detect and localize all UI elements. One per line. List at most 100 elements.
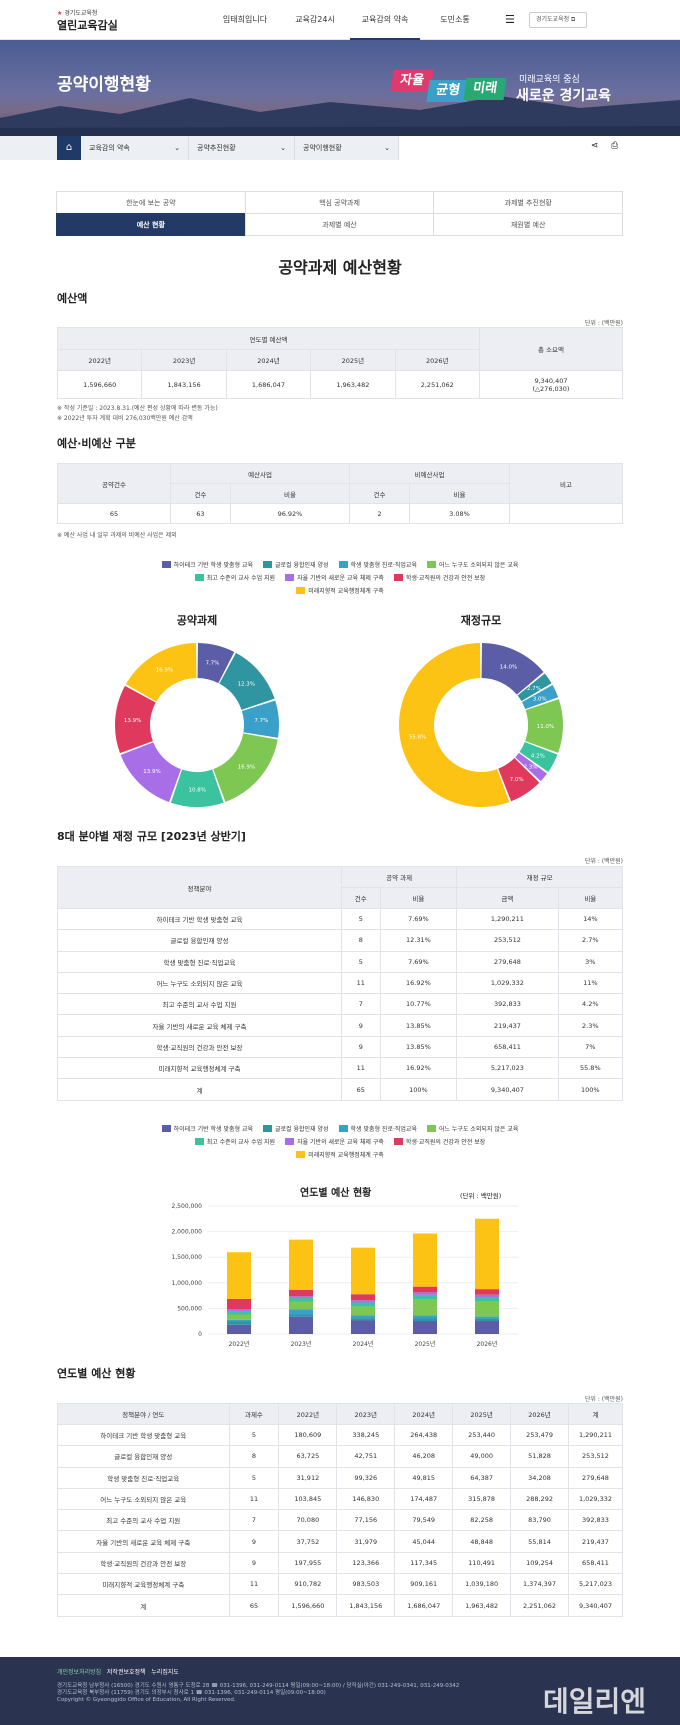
nav-item-24h[interactable]: 교육감24시: [295, 15, 335, 24]
nav-item-promise[interactable]: 교육감의 약속: [350, 0, 420, 40]
table-row: 계 65 1,596,660 1,843,156 1,686,047 1,963,482 2…: [57, 1594, 623, 1617]
split-note: ※ 예산 사업 내 일부 과제의 비예산 사업은 제외: [57, 532, 177, 539]
tab-task-budget[interactable]: 과제별 예산: [244, 213, 435, 236]
privacy-link[interactable]: 개인정보처리방침: [57, 1669, 102, 1676]
region-label: 경기도교육청: [536, 16, 570, 23]
budget-note-1: ※ 작성 기준일 : 2023.8.31.(예산 편성 상황에 따라 변동 가능…: [57, 405, 218, 412]
breadcrumb-item-2[interactable]: 공약추진현황 ⌄: [189, 136, 295, 160]
legend-item: 최고 수준의 교사 수업 지원: [194, 573, 275, 582]
bar-segment: [289, 1289, 313, 1297]
site-logo[interactable]: ★ 경기도교육청 열린교육감실: [57, 10, 118, 32]
bar-segment: [351, 1320, 375, 1334]
sitemap-link[interactable]: 누리집지도: [151, 1669, 179, 1676]
table-row: 어느 누구도 소외되지 않은 교육 11 16.92% 1,029,332 11%: [57, 971, 624, 995]
table-header: 2024년: [394, 1403, 454, 1425]
chevron-down-icon: ⌄: [384, 144, 390, 152]
table-cell: 180,609: [278, 1423, 338, 1447]
legend-item: 학생 맞춤형 진로·직업교육: [338, 560, 417, 569]
donut-slice-label: 16.9%: [238, 764, 255, 770]
donut-slice: [125, 643, 197, 702]
table-cell: 2,251,062: [394, 370, 481, 399]
table-cell: 7%: [557, 1035, 624, 1059]
tab-source-budget[interactable]: 재원별 예산: [433, 213, 624, 236]
table-cell: 12.31%: [379, 929, 458, 952]
donut-slice-label: 14.0%: [500, 665, 517, 671]
tab-budget-status[interactable]: 예산 현황: [56, 213, 246, 236]
bar-segment: [351, 1294, 375, 1301]
table-cell: 219,437: [456, 1014, 559, 1037]
donut-right-title: 재정규모: [460, 614, 502, 627]
table-cell: 3.08%: [408, 503, 511, 524]
donut-slice: [519, 742, 558, 772]
breadcrumb-item-1[interactable]: 교육감의 약속 ⌄: [81, 136, 189, 160]
table-cell: 103,845: [278, 1487, 338, 1511]
table-cell: 계: [57, 1078, 342, 1101]
donut-slice-label: 10.8%: [188, 787, 205, 793]
table-cell: 49,815: [394, 1466, 454, 1489]
menu-icon[interactable]: ☰: [505, 13, 515, 26]
table-header: 2024년: [225, 349, 312, 371]
table-cell: 4.2%: [557, 993, 624, 1016]
legend-label: 하이테크 기반 학생 맞춤형 교육: [173, 1126, 254, 1133]
donut-slice-label: 7.7%: [254, 718, 268, 724]
table-cell: 11: [228, 1573, 280, 1596]
legend-swatch: [338, 1125, 348, 1132]
bar-segment: [351, 1300, 375, 1303]
tab-overview[interactable]: 한눈에 보는 공약: [56, 191, 246, 214]
table-cell: 46,208: [394, 1445, 454, 1468]
nav-item-communication[interactable]: 도민소통: [440, 15, 470, 24]
legend-label: 학생·교직원의 건강과 안전 보장: [405, 575, 486, 582]
nav-item-intro[interactable]: 임태희입니다: [222, 15, 268, 24]
tab-task-progress[interactable]: 과제별 추진현황: [433, 191, 624, 214]
region-link-button[interactable]: 경기도교육청 ⧉: [529, 12, 587, 28]
table-cell: 55.8%: [557, 1057, 624, 1080]
print-icon[interactable]: ⎙: [611, 141, 619, 151]
donut-left-chart: 7.7% 12.3% 7.7% 16.9% 10.8% 13.9% 13.9% 16.9%: [115, 643, 279, 807]
bar-chart-unit: (단위 : 백만원): [460, 1192, 502, 1200]
table-cell: 109,254: [510, 1551, 569, 1575]
table-row: 학생·교직원의 건강과 안전 보장 9 197,955 123,366 117,345 1…: [57, 1551, 623, 1575]
legend-swatch: [426, 1125, 436, 1132]
table-cell: 1,963,482: [452, 1594, 512, 1617]
table-cell: 미래지향적 교육행정체계 구축: [57, 1573, 230, 1596]
bar-segment: [289, 1309, 313, 1315]
table-cell: 9,340,407: [568, 1594, 623, 1617]
table-cell: 계: [57, 1594, 230, 1617]
bar-chart-title: 연도별 예산 현황: [300, 1188, 372, 1199]
banner-slogan-top: 미래교육의 중심: [519, 75, 580, 85]
share-icon[interactable]: ⋖: [591, 141, 599, 151]
table-header: 공약건수: [57, 463, 171, 504]
donut-slice-label: 55.8%: [409, 735, 426, 741]
table-cell: 279,648: [456, 950, 559, 973]
table-cell: 77,156: [336, 1509, 396, 1532]
table-header: 연도별 예산액: [57, 327, 480, 350]
breadcrumb-label-2: 공약추진현황: [197, 144, 236, 152]
copyright-policy-link[interactable]: 저작권보호정책: [106, 1669, 146, 1676]
y-tick-label: 500,000: [177, 1305, 202, 1312]
legend-swatch: [296, 1151, 306, 1158]
legend-swatch: [393, 1138, 403, 1145]
breadcrumb-item-3[interactable]: 공약이행현황 ⌄: [295, 136, 399, 160]
home-icon[interactable]: ⌂: [57, 136, 81, 160]
table-header: 비율: [557, 887, 624, 909]
table-cell: 7: [341, 993, 381, 1016]
legend-top: 하이테크 기반 학생 맞춤형 교육 글로컬 융합인재 양성 학생 맞춤형 진로·직업…: [0, 558, 680, 597]
legend-item: 미래지향적 교육행정체계 구축: [296, 1150, 384, 1159]
bar-segment: [351, 1318, 375, 1321]
table-cell: 983,503: [336, 1573, 396, 1596]
legend-swatch: [194, 574, 204, 581]
donut-slice-label: 4.2%: [531, 753, 545, 759]
donut-slice-label: 7.7%: [205, 660, 219, 666]
table-cell: 45,044: [394, 1530, 454, 1553]
bar-segment: [413, 1299, 437, 1316]
table-cell: 392,833: [568, 1509, 623, 1532]
table-cell: 미래지향적 교육행정체계 구축: [57, 1057, 342, 1080]
table-header: 비율: [379, 887, 458, 909]
bar-segment: [413, 1318, 437, 1322]
x-tick-label: 2026년: [477, 1340, 498, 1348]
table-cell: 9: [228, 1551, 280, 1575]
table-cell: 79,549: [394, 1509, 454, 1532]
tab-core-tasks[interactable]: 핵심 공약과제: [244, 191, 435, 214]
donut-slice-label: 2.7%: [527, 686, 541, 692]
bar-segment: [227, 1252, 251, 1299]
